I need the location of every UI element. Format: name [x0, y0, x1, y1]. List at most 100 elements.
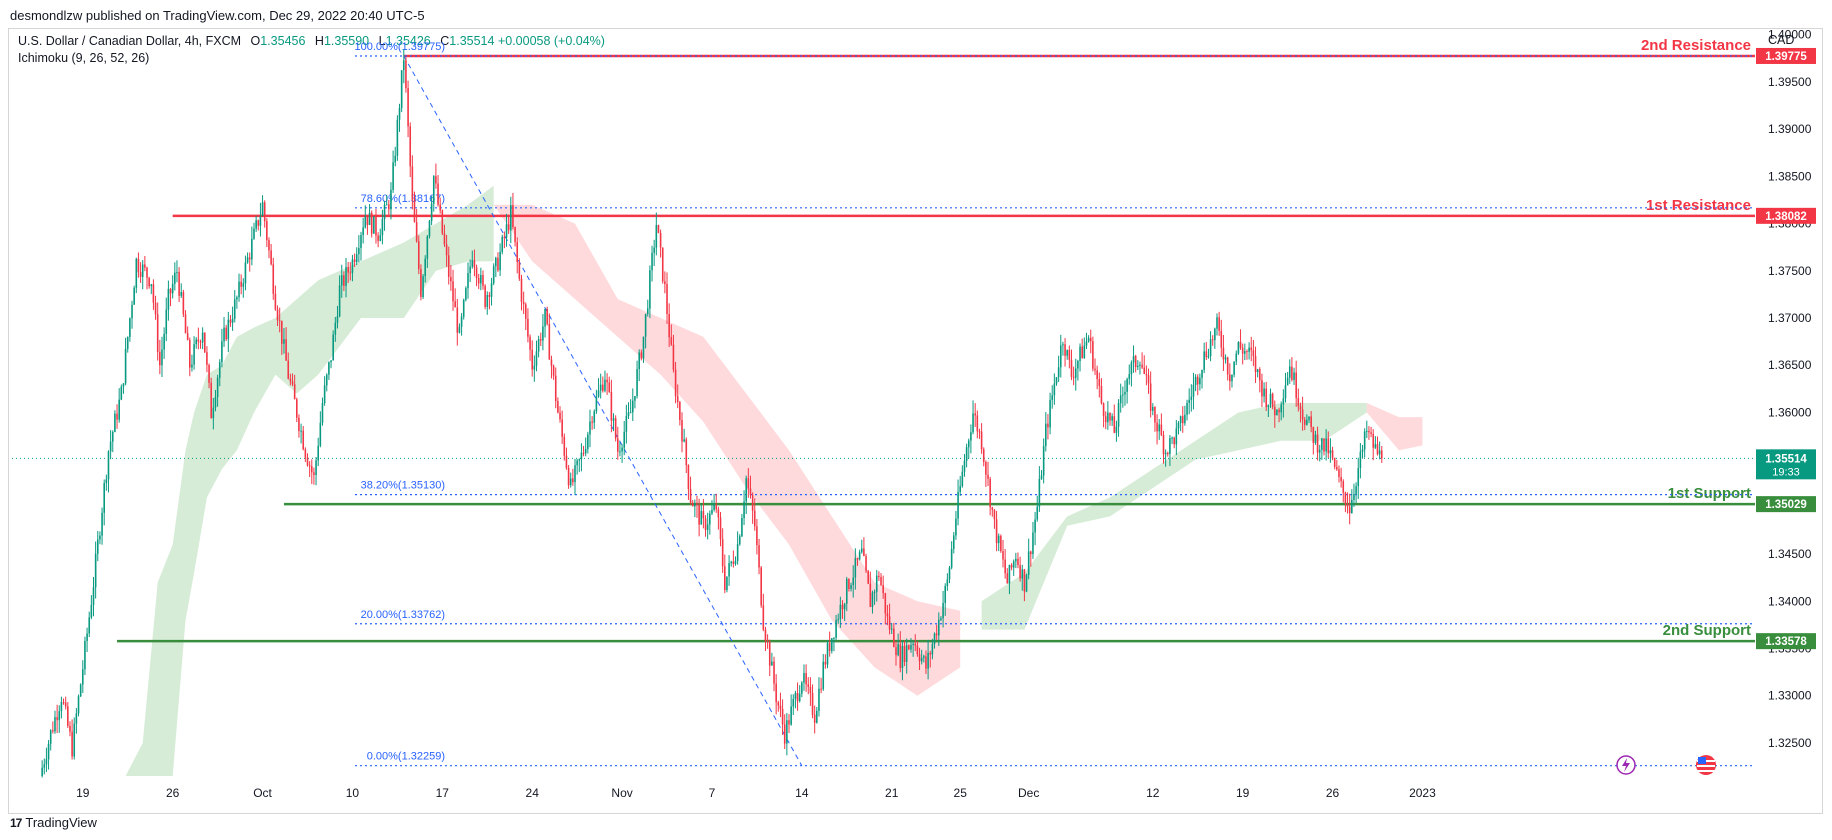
candle-body [366, 216, 369, 225]
cloud-segment-3 [1366, 403, 1423, 451]
fibonacci-retracement: 100.00%(1.39775) 78.60%(1.38167) 38.20%(1.… [354, 41, 1755, 767]
candle-body [325, 374, 328, 386]
candle-body [289, 378, 292, 382]
candle-body [593, 411, 596, 423]
candle-body [871, 592, 874, 608]
candle-body [668, 314, 670, 338]
candle-body [1261, 380, 1263, 397]
candle-body [1019, 565, 1021, 579]
level-tag-0 [1756, 47, 1816, 64]
candle-body [1171, 437, 1173, 439]
level-tag-2 [1756, 496, 1816, 513]
candle-body [126, 337, 129, 349]
y-tick-label: 1.38500 [1768, 169, 1812, 183]
footer-brand[interactable]: 17 TradingView [10, 815, 97, 830]
candle-body [732, 561, 735, 564]
candle-body [1072, 376, 1075, 378]
indicator-legend[interactable]: Ichimoku (9, 26, 52, 26) [18, 51, 150, 65]
candle-body [1100, 385, 1103, 404]
candle-body [79, 684, 82, 697]
candle-body [931, 643, 934, 655]
symbol-name[interactable]: U.S. Dollar / Canadian Dollar, 4h, FXCM [18, 34, 242, 48]
candle-body [982, 449, 985, 463]
candle-body [469, 266, 471, 274]
candle-body [1074, 368, 1077, 378]
open-value: 1.35456 [260, 34, 306, 48]
candle-body [1010, 565, 1013, 568]
candle-body [899, 644, 902, 668]
candle-body [54, 717, 56, 732]
candle-body [820, 688, 822, 690]
candle-body [492, 266, 495, 284]
fib-trendline[interactable] [403, 55, 803, 766]
candle-body [944, 585, 947, 603]
candle-body [360, 235, 362, 249]
candle-body [957, 491, 959, 519]
candle-body [1186, 402, 1188, 415]
candle-body [574, 465, 576, 483]
candle-body [368, 212, 371, 225]
candle-body [62, 702, 65, 704]
level-tag-3 [1756, 633, 1816, 650]
candle-body [704, 518, 707, 531]
candle-body [1179, 416, 1182, 423]
candle-body [599, 384, 602, 391]
candle-body [1336, 467, 1338, 470]
candle-body [831, 638, 833, 652]
candle-body [1256, 369, 1259, 373]
candle-body [952, 535, 955, 549]
candle-body [993, 509, 996, 520]
symbol-legend[interactable]: U.S. Dollar / Canadian Dollar, 4h, FXCM … [18, 34, 605, 48]
candle-body [458, 326, 461, 333]
candle-body [304, 449, 307, 458]
lightning-icon[interactable] [1616, 755, 1636, 775]
candle-body [505, 224, 508, 238]
candle-body [225, 327, 227, 340]
candle-body [565, 455, 568, 468]
candle-body [246, 257, 249, 263]
candle-body [529, 336, 531, 350]
candle-body [77, 696, 80, 714]
candle-body [531, 349, 533, 370]
candle-body [137, 258, 140, 273]
candle-body [807, 684, 810, 687]
candle-body [518, 262, 521, 279]
candle-body [454, 301, 456, 308]
candle-body [850, 584, 852, 589]
candle-body [910, 644, 912, 650]
candle-body [161, 349, 163, 366]
candle-body [711, 509, 713, 514]
candle-body [1263, 388, 1265, 397]
candle-body [184, 314, 187, 334]
candle-body [1248, 347, 1250, 352]
candle-body [92, 587, 95, 605]
candle-body [908, 645, 910, 650]
candle-body [1346, 503, 1349, 507]
candle-body [631, 400, 634, 413]
candle-body [863, 548, 865, 557]
candle-body [452, 281, 454, 302]
x-tick-label: 19 [1236, 786, 1250, 800]
candle-body [385, 204, 388, 206]
candle-body [1164, 452, 1167, 455]
candle-body [764, 629, 767, 641]
candle-body [1147, 375, 1150, 384]
candle-body [328, 362, 330, 375]
candle-body [694, 503, 696, 507]
us-flag-icon[interactable] [1696, 755, 1716, 775]
candle-body [946, 579, 949, 586]
candle-body [781, 708, 784, 725]
candle-body [214, 397, 217, 408]
candle-body [332, 334, 334, 361]
x-tick-label: 21 [885, 786, 899, 800]
candle-body [805, 673, 807, 685]
candle-body [689, 489, 692, 503]
candle-body [146, 267, 148, 278]
candle-body [670, 337, 673, 345]
candle-body [420, 269, 422, 297]
candle-body [749, 488, 752, 496]
candle-body [499, 251, 501, 271]
candle-body [728, 563, 730, 577]
candle-body [771, 661, 773, 666]
